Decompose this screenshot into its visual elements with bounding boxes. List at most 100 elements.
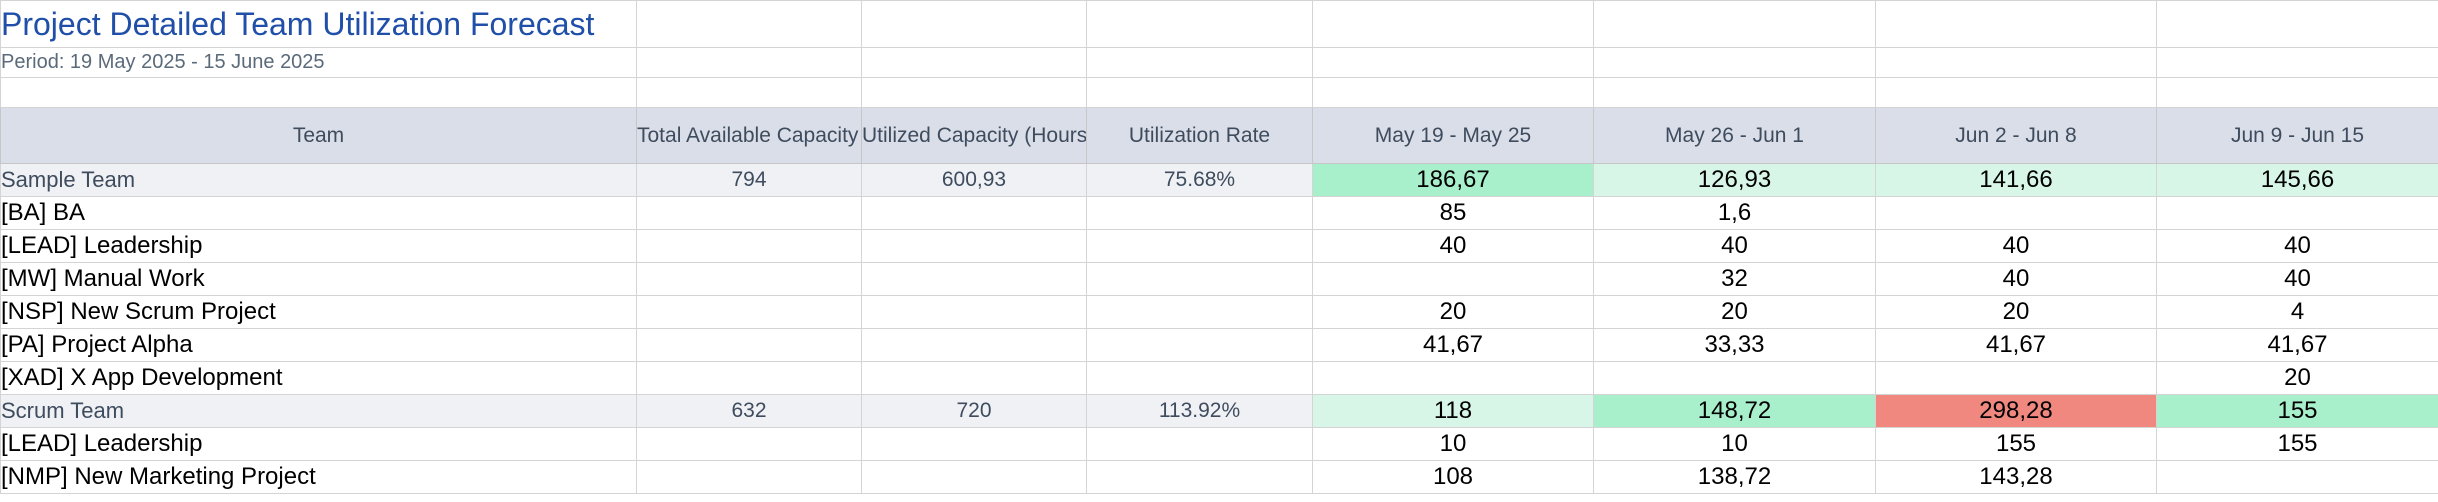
- empty-cell[interactable]: [861, 196, 1087, 230]
- empty-cell[interactable]: [1086, 229, 1313, 263]
- project-week-3-cell[interactable]: 40: [1875, 262, 2157, 296]
- empty-cell[interactable]: [1593, 0, 1876, 48]
- empty-cell[interactable]: [636, 295, 862, 329]
- project-week-2-cell[interactable]: 20: [1593, 295, 1876, 329]
- team-name-cell[interactable]: Scrum Team: [0, 394, 637, 428]
- empty-cell[interactable]: [861, 0, 1087, 48]
- empty-cell[interactable]: [636, 427, 862, 461]
- header-team[interactable]: Team: [0, 107, 637, 164]
- project-week-4-cell[interactable]: 20: [2156, 361, 2438, 395]
- empty-cell[interactable]: [1086, 47, 1313, 78]
- project-name-cell[interactable]: [NSP] New Scrum Project: [0, 295, 637, 329]
- project-name-cell[interactable]: [MW] Manual Work: [0, 262, 637, 296]
- project-week-2-cell[interactable]: 33,33: [1593, 328, 1876, 362]
- project-week-1-cell[interactable]: 41,67: [1312, 328, 1594, 362]
- team-name-cell[interactable]: Sample Team: [0, 163, 637, 197]
- empty-cell[interactable]: [2156, 77, 2438, 108]
- report-period[interactable]: Period: 19 May 2025 - 15 June 2025: [0, 47, 637, 78]
- project-week-3-cell[interactable]: 41,67: [1875, 328, 2157, 362]
- team-week-2-cell[interactable]: 148,72: [1593, 394, 1876, 428]
- header-week-4[interactable]: Jun 9 - Jun 15: [2156, 107, 2438, 164]
- empty-cell[interactable]: [1086, 77, 1313, 108]
- empty-cell[interactable]: [861, 361, 1087, 395]
- header-utilized[interactable]: Utilized Capacity (Hours): [861, 107, 1087, 164]
- empty-cell[interactable]: [861, 47, 1087, 78]
- project-week-3-cell[interactable]: 40: [1875, 229, 2157, 263]
- project-name-cell[interactable]: [NMP] New Marketing Project: [0, 460, 637, 494]
- empty-cell[interactable]: [861, 229, 1087, 263]
- project-week-4-cell[interactable]: 41,67: [2156, 328, 2438, 362]
- empty-cell[interactable]: [1086, 262, 1313, 296]
- empty-cell[interactable]: [636, 47, 862, 78]
- project-week-1-cell[interactable]: 108: [1312, 460, 1594, 494]
- project-week-2-cell[interactable]: 40: [1593, 229, 1876, 263]
- utilization-rate-cell[interactable]: 75.68%: [1086, 163, 1313, 197]
- project-week-1-cell[interactable]: 85: [1312, 196, 1594, 230]
- header-week-1[interactable]: May 19 - May 25: [1312, 107, 1594, 164]
- empty-cell[interactable]: [636, 460, 862, 494]
- team-week-1-cell[interactable]: 186,67: [1312, 163, 1594, 197]
- project-week-3-cell[interactable]: [1875, 361, 2157, 395]
- empty-cell[interactable]: [1086, 460, 1313, 494]
- empty-cell[interactable]: [1312, 77, 1594, 108]
- team-week-4-cell[interactable]: 155: [2156, 394, 2438, 428]
- empty-cell[interactable]: [1086, 427, 1313, 461]
- project-week-3-cell[interactable]: 155: [1875, 427, 2157, 461]
- total-available-cell[interactable]: 794: [636, 163, 862, 197]
- empty-cell[interactable]: [861, 295, 1087, 329]
- empty-cell[interactable]: [1875, 77, 2157, 108]
- project-week-1-cell[interactable]: 10: [1312, 427, 1594, 461]
- empty-cell[interactable]: [636, 328, 862, 362]
- utilized-cell[interactable]: 720: [861, 394, 1087, 428]
- project-week-1-cell[interactable]: 40: [1312, 229, 1594, 263]
- empty-cell[interactable]: [2156, 0, 2438, 48]
- empty-cell[interactable]: [1593, 77, 1876, 108]
- project-name-cell[interactable]: [LEAD] Leadership: [0, 229, 637, 263]
- utilized-cell[interactable]: 600,93: [861, 163, 1087, 197]
- empty-cell[interactable]: [1086, 196, 1313, 230]
- empty-cell[interactable]: [0, 77, 637, 108]
- empty-cell[interactable]: [636, 77, 862, 108]
- project-name-cell[interactable]: [PA] Project Alpha: [0, 328, 637, 362]
- empty-cell[interactable]: [636, 196, 862, 230]
- empty-cell[interactable]: [636, 361, 862, 395]
- team-week-1-cell[interactable]: 118: [1312, 394, 1594, 428]
- empty-cell[interactable]: [1086, 361, 1313, 395]
- empty-cell[interactable]: [861, 262, 1087, 296]
- project-week-3-cell[interactable]: [1875, 196, 2157, 230]
- total-available-cell[interactable]: 632: [636, 394, 862, 428]
- project-week-4-cell[interactable]: 4: [2156, 295, 2438, 329]
- empty-cell[interactable]: [1086, 295, 1313, 329]
- project-name-cell[interactable]: [LEAD] Leadership: [0, 427, 637, 461]
- empty-cell[interactable]: [1086, 328, 1313, 362]
- empty-cell[interactable]: [1875, 47, 2157, 78]
- empty-cell[interactable]: [861, 328, 1087, 362]
- report-title[interactable]: Project Detailed Team Utilization Foreca…: [0, 0, 637, 48]
- team-week-4-cell[interactable]: 145,66: [2156, 163, 2438, 197]
- empty-cell[interactable]: [861, 77, 1087, 108]
- header-week-3[interactable]: Jun 2 - Jun 8: [1875, 107, 2157, 164]
- empty-cell[interactable]: [1312, 47, 1594, 78]
- project-week-2-cell[interactable]: 138,72: [1593, 460, 1876, 494]
- empty-cell[interactable]: [861, 460, 1087, 494]
- project-week-2-cell[interactable]: [1593, 361, 1876, 395]
- project-week-1-cell[interactable]: [1312, 262, 1594, 296]
- team-week-3-cell[interactable]: 298,28: [1875, 394, 2157, 428]
- empty-cell[interactable]: [1086, 0, 1313, 48]
- empty-cell[interactable]: [636, 262, 862, 296]
- empty-cell[interactable]: [1312, 0, 1594, 48]
- team-week-3-cell[interactable]: 141,66: [1875, 163, 2157, 197]
- project-week-4-cell[interactable]: [2156, 460, 2438, 494]
- header-week-2[interactable]: May 26 - Jun 1: [1593, 107, 1876, 164]
- project-week-2-cell[interactable]: 32: [1593, 262, 1876, 296]
- project-name-cell[interactable]: [XAD] X App Development: [0, 361, 637, 395]
- header-rate[interactable]: Utilization Rate: [1086, 107, 1313, 164]
- empty-cell[interactable]: [636, 0, 862, 48]
- empty-cell[interactable]: [861, 427, 1087, 461]
- project-week-1-cell[interactable]: 20: [1312, 295, 1594, 329]
- project-week-4-cell[interactable]: 155: [2156, 427, 2438, 461]
- project-week-4-cell[interactable]: [2156, 196, 2438, 230]
- header-total-available[interactable]: Total Available Capacity (Hours): [636, 107, 862, 164]
- project-week-3-cell[interactable]: 20: [1875, 295, 2157, 329]
- project-week-2-cell[interactable]: 10: [1593, 427, 1876, 461]
